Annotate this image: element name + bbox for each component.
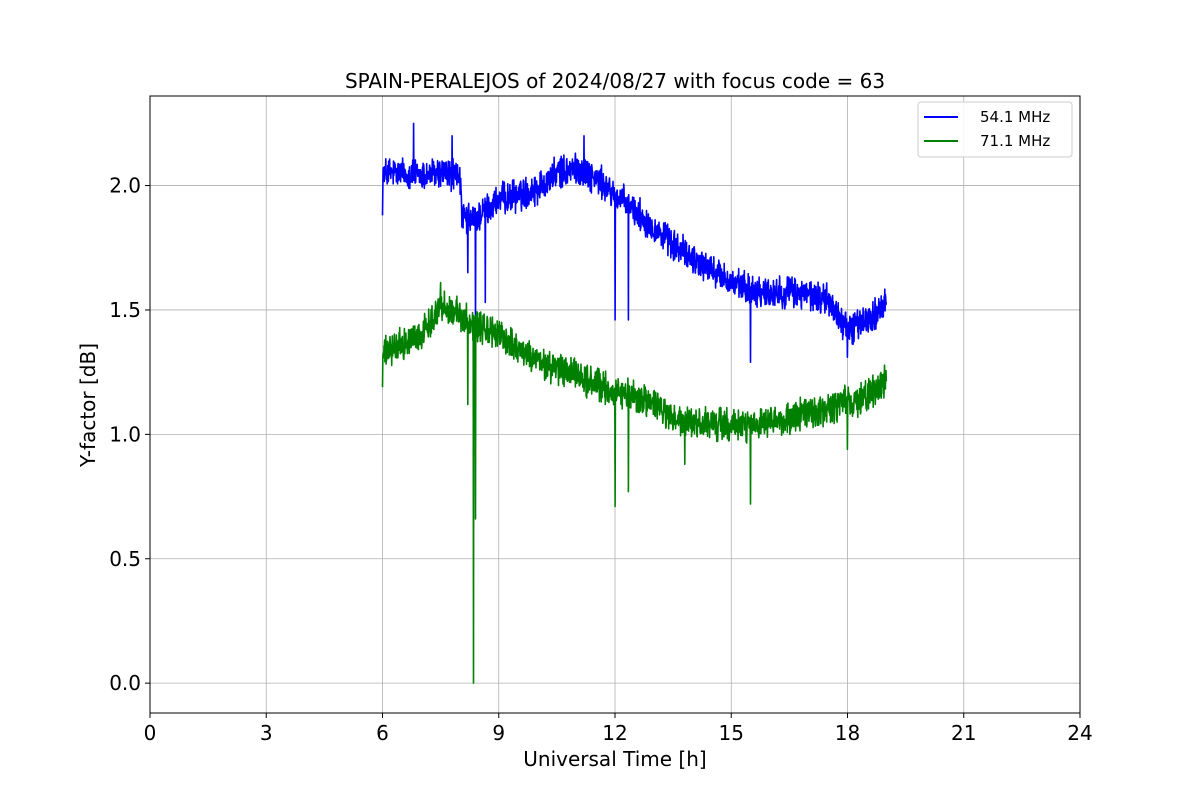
legend: 54.1 MHz 71.1 MHz [917, 101, 1073, 158]
x-tick-label: 21 [951, 721, 976, 745]
y-tick-label: 1.5 [109, 298, 141, 322]
x-axis-ticks: 0 3 6 9 12 15 18 21 24 [144, 713, 1093, 745]
y-axis-label: Y-factor [dB] [76, 343, 100, 468]
series-line-71-1-mhz [381, 281, 888, 684]
x-tick-label: 3 [260, 721, 273, 745]
y-tick-label: 0.5 [109, 547, 141, 571]
y-tick-label: 0.0 [109, 671, 141, 695]
chart-title: SPAIN-PERALEJOS of 2024/08/27 with focus… [345, 69, 885, 93]
y-axis-ticks: 0.0 0.5 1.0 1.5 2.0 [109, 174, 150, 695]
legend-label-71-1-mhz: 71.1 MHz [980, 132, 1050, 150]
legend-box [917, 101, 1073, 158]
legend-label-54-1-mhz: 54.1 MHz [980, 108, 1050, 126]
y-tick-label: 1.0 [109, 422, 141, 446]
x-tick-label: 9 [492, 721, 505, 745]
x-tick-label: 6 [376, 721, 389, 745]
x-tick-label: 12 [602, 721, 627, 745]
x-tick-label: 0 [144, 721, 157, 745]
x-tick-label: 15 [719, 721, 744, 745]
y-tick-label: 2.0 [109, 174, 141, 198]
x-axis-label: Universal Time [h] [523, 747, 706, 771]
x-tick-label: 24 [1067, 721, 1092, 745]
x-tick-label: 18 [835, 721, 860, 745]
series-layer [381, 122, 888, 684]
series-line-54-1-mhz [381, 122, 888, 363]
